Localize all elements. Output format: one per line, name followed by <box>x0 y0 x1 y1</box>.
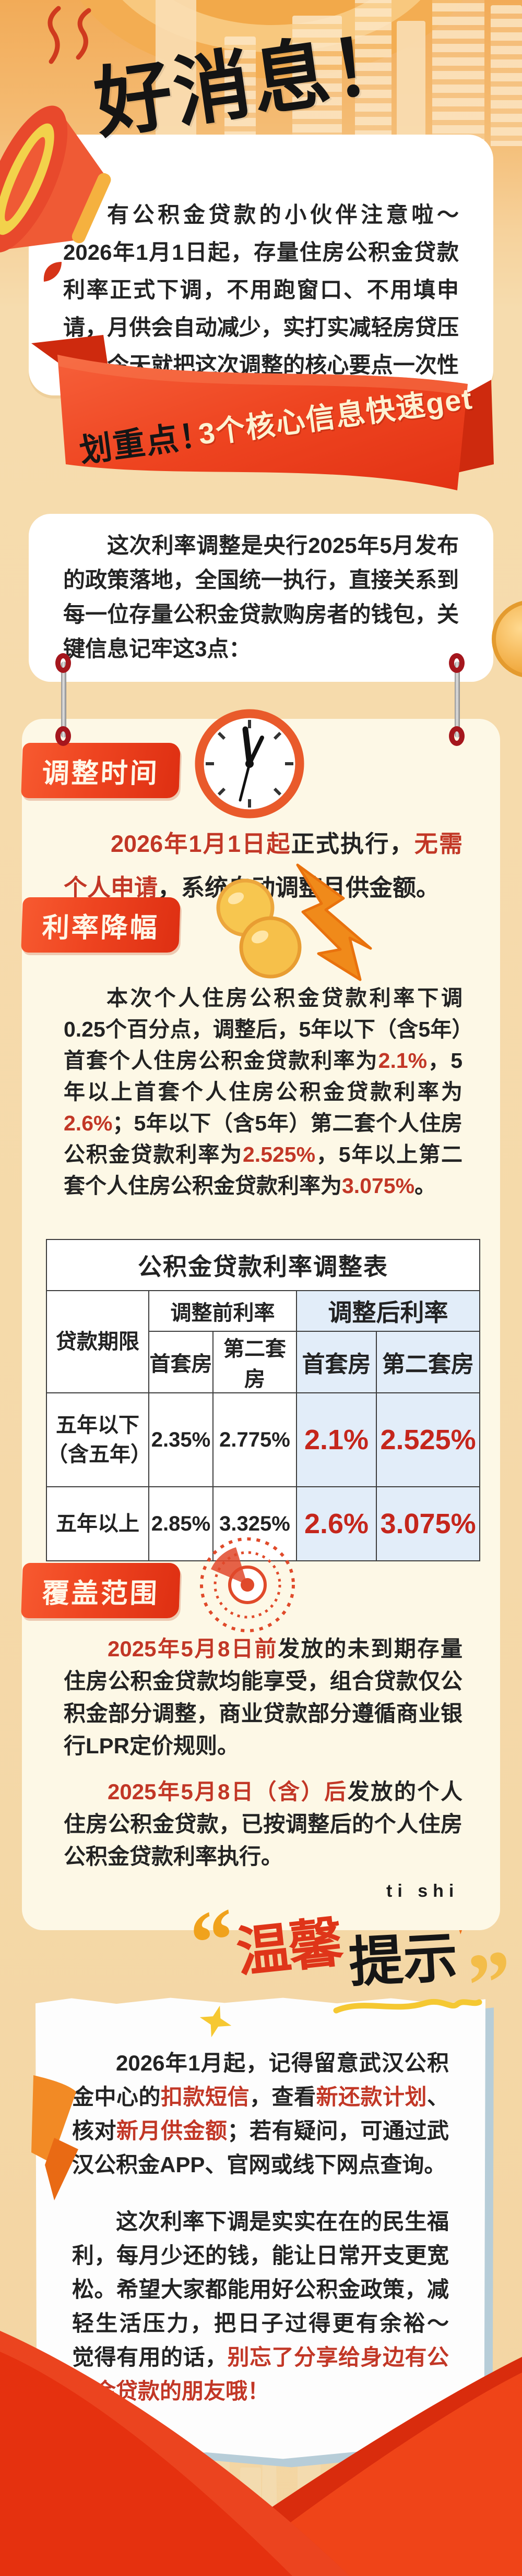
table-value-cell: 2.775% <box>212 1392 297 1487</box>
overview-card: 这次利率调整是央行2025年5月发布的政策落地，全国统一执行，直接关系到每一位存… <box>29 514 493 682</box>
coin-icon <box>492 600 522 678</box>
ribbon-right-label: 3个核心信息快速get <box>196 382 475 451</box>
table-subheader: 首套房 <box>296 1331 377 1393</box>
time-text: 正式执行， <box>291 830 414 857</box>
clock-icon <box>195 709 304 818</box>
table-value-cell: 2.1% <box>296 1392 377 1487</box>
star-icon <box>199 2005 232 2038</box>
badge-label: 利率降幅 <box>41 912 160 943</box>
building-decoration <box>397 21 425 141</box>
coverage-text: 发放的个人住房公积金贷款，已按调整后的个人住房公积金贷款利率执行。 <box>64 1779 462 1869</box>
table-value-cell: 3.075% <box>375 1486 481 1561</box>
ribbon-left-label: 划重点！ <box>77 416 215 470</box>
table-value-cell: 2.85% <box>148 1486 213 1561</box>
rate-value-red: 3.075% <box>342 1174 415 1198</box>
building-decoration <box>355 0 392 141</box>
pin-bar <box>455 661 460 738</box>
confetti-icon <box>43 262 62 282</box>
coverage-date-red: 2025年5月8日（含）后 <box>108 1779 348 1804</box>
overview-paragraph: 这次利率调整是央行2025年5月发布的政策落地，全国统一执行，直接关系到每一位存… <box>29 514 493 666</box>
soundwave-icon <box>48 6 91 64</box>
time-paragraph-wrap: 2026年1月1日起正式执行，无需个人申请，系统自动调整月供金额。 <box>64 822 462 910</box>
tips-text: ，查看 <box>249 2085 316 2109</box>
building-decoration <box>224 37 256 141</box>
rate-value-red: 2.525% <box>243 1142 316 1166</box>
table-after-group: 调整后利率 <box>295 1290 481 1332</box>
tips-title-black: 提示 <box>347 1927 459 1994</box>
bookmark-ribbon-icon <box>31 2075 78 2200</box>
building-decoration <box>491 5 522 146</box>
rate-text: 本次个人住房公积金贷款利率下调0.25个百分点，调整后，5年以下（含5年）首套个… <box>64 986 462 1073</box>
tips-text: 、核对 <box>72 2085 449 2143</box>
tips-pinyin: ti shi <box>386 1881 459 1901</box>
rate-text: ；5年以下（含5年）第二套个人住房公积金贷款利率为 <box>64 1111 462 1166</box>
table-subheader: 首套房 <box>148 1331 213 1393</box>
key-points-card: 调整时间 2026年1月1日起正式执行，无需个人申请，系统自动调整月供金额。 利… <box>21 709 500 1930</box>
table-value-cell: 2.35% <box>148 1392 213 1487</box>
table-row: 五年以下（含五年） 2.35% 2.775% 2.1% 2.525% <box>46 1392 481 1487</box>
table-row: 五年以上 2.85% 3.325% 2.6% 3.075% <box>46 1486 481 1561</box>
section-badge-rate: 利率降幅 <box>21 897 181 953</box>
coverage-paragraph-1: 2025年5月8日前发放的未到期存量住房公积金贷款均能享受，组合贷款仅公积金部分… <box>64 1633 462 1762</box>
tips-text: ；若有疑问，可通过武汉公积金APP、官网或线下网点查询。 <box>72 2118 449 2177</box>
section-badge-coverage: 覆盖范围 <box>21 1563 181 1618</box>
badge-label: 覆盖范围 <box>41 1578 160 1609</box>
table-term-cell: 五年以下（含五年） <box>46 1392 151 1487</box>
table-subheader: 第二套房 <box>212 1331 297 1393</box>
overview-text: 这次利率调整是央行2025年5月发布的政策落地，全国统一执行，直接关系到每一位存… <box>63 533 459 661</box>
time-paragraph: 2026年1月1日起正式执行，无需个人申请，系统自动调整月供金额。 <box>64 822 462 910</box>
tips-card: 2026年1月起，记得留意武汉公积金中心的扣款短信，查看新还款计划、核对新月供金… <box>35 1997 485 2460</box>
table-value-cell: 2.6% <box>296 1486 377 1561</box>
section-badge-time: 调整时间 <box>21 743 181 798</box>
table-title: 公积金贷款利率调整表 <box>45 1239 481 1291</box>
time-noapply-red: 无需个人申请 <box>64 830 462 901</box>
time-text2: ，系统自动调整月供金额。 <box>158 874 440 901</box>
tips-title-red: 温馨 <box>233 1912 344 1984</box>
coverage-date-red: 2025年5月8日前 <box>108 1636 278 1661</box>
binder-pin-icon <box>54 653 73 746</box>
tips-red-text: 扣款短信 <box>160 2085 250 2109</box>
lightning-arrow-icon <box>296 863 372 981</box>
coins-icon <box>216 878 302 979</box>
tips-red-text: 新月供金额 <box>116 2118 228 2143</box>
building-decoration <box>292 16 342 146</box>
pin-ring <box>449 653 465 673</box>
coverage-paragraph-wrap: 2025年5月8日前发放的未到期存量住房公积金贷款均能享受，组合贷款仅公积金部分… <box>64 1633 462 1873</box>
rate-text: 。 <box>414 1174 436 1198</box>
binder-pin-icon <box>448 653 467 746</box>
building-decoration <box>156 0 196 157</box>
time-date-red: 2026年1月1日起 <box>111 830 291 857</box>
coverage-paragraph-2: 2025年5月8日（含）后发放的个人住房公积金贷款，已按调整后的个人住房公积金贷… <box>64 1776 462 1873</box>
table-term-cell: 五年以上 <box>46 1486 149 1561</box>
table-value-cell: 2.525% <box>375 1392 481 1487</box>
tips-red-text: 新还款计划 <box>316 2085 427 2109</box>
rate-value-red: 2.1% <box>378 1049 428 1073</box>
tips-text: 这次利率下调是实实在在的民生福利，每月少还的钱，能让日常开支更宽松。希望大家都能… <box>72 2209 449 2369</box>
rate-text: ，5年以上第二套个人住房公积金贷款利率为 <box>64 1142 462 1198</box>
megaphone-icon <box>0 105 111 253</box>
building-decoration <box>432 0 484 146</box>
table-before-group: 调整前利率 <box>148 1290 297 1332</box>
table-term-header: 贷款期限 <box>46 1290 149 1393</box>
underline-squiggle-icon <box>333 1999 482 2014</box>
pin-bar <box>61 661 66 738</box>
tips-paragraph-1: 2026年1月起，记得留意武汉公积金中心的扣款短信，查看新还款计划、核对新月供金… <box>35 1998 485 2182</box>
pin-ring <box>55 726 71 746</box>
pin-ring <box>449 726 465 746</box>
rate-text: ，5年以上首套个人住房公积金贷款利率为 <box>64 1049 463 1104</box>
drape-decoration <box>0 2331 522 2576</box>
radar-icon <box>200 1537 295 1632</box>
rate-paragraph-wrap: 本次个人住房公积金贷款利率下调0.25个百分点，调整后，5年以下（含5年）首套个… <box>64 982 462 1201</box>
highlight-ribbon: 划重点！ 3个核心信息快速get <box>25 334 497 506</box>
rate-table: 公积金贷款利率调整表 贷款期限 调整前利率 调整后利率 首套房 第二套房 首套房… <box>45 1239 481 1561</box>
rate-paragraph: 本次个人住房公积金贷款利率下调0.25个百分点，调整后，5年以下（含5年）首套个… <box>64 982 462 1201</box>
table-value-cell: 3.325% <box>212 1486 297 1561</box>
coverage-text: 发放的未到期存量住房公积金贷款均能享受，组合贷款仅公积金部分调整，商业贷款部分遵… <box>64 1636 462 1758</box>
tips-text: 2026年1月起，记得留意武汉公积金中心的 <box>72 2051 449 2109</box>
table-subheader: 第二套房 <box>375 1331 481 1393</box>
rate-value-red: 2.6% <box>64 1111 113 1135</box>
badge-label: 调整时间 <box>41 758 160 789</box>
pin-ring <box>55 653 71 673</box>
